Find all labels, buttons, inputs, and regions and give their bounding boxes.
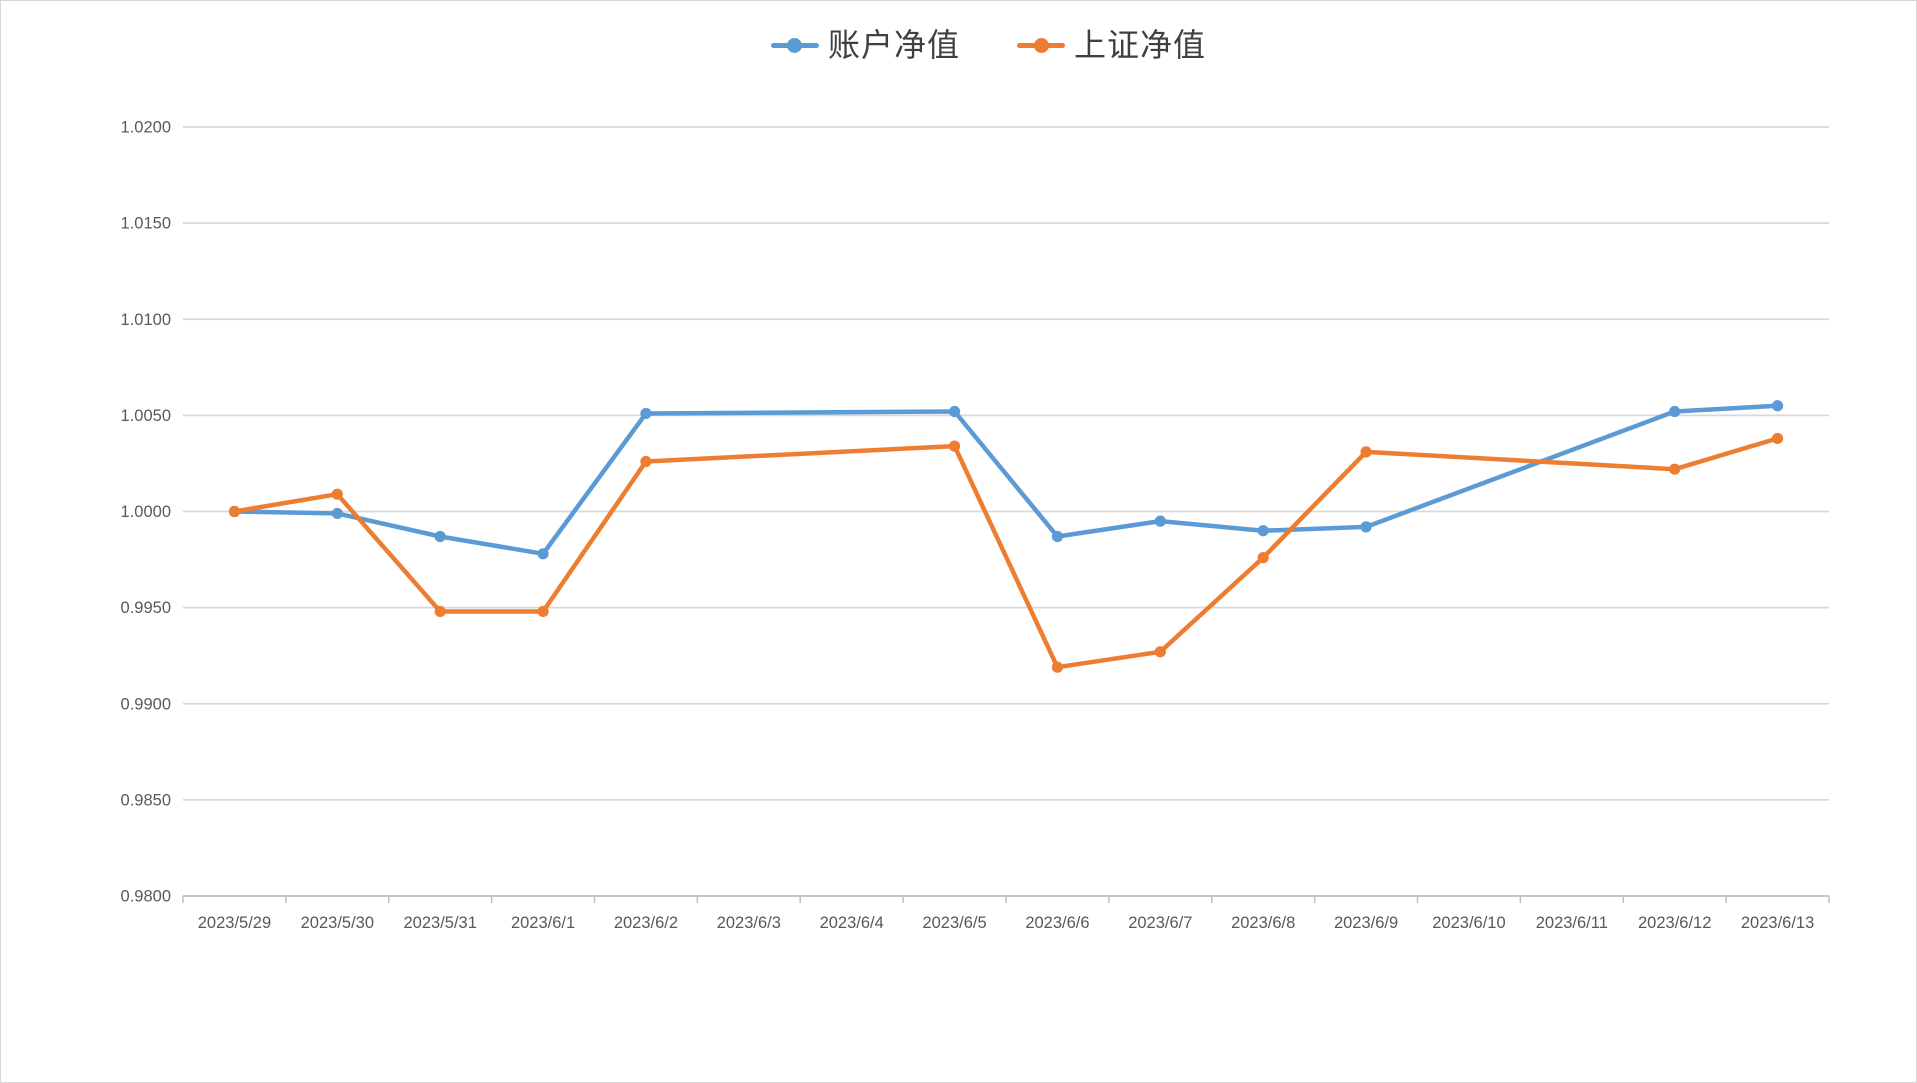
x-axis-tick-label: 2023/5/30 xyxy=(301,914,374,932)
x-axis-tick-label: 2023/6/1 xyxy=(511,914,575,932)
shanghai-net-value-point-9[interactable] xyxy=(1154,646,1166,658)
x-axis-tick-label: 2023/6/13 xyxy=(1741,914,1814,932)
x-axis-tick-label: 2023/6/11 xyxy=(1536,914,1608,932)
account-net-value-point-15[interactable] xyxy=(1771,400,1784,412)
shanghai-net-value-point-10[interactable] xyxy=(1257,552,1269,564)
account-net-value-point-11[interactable] xyxy=(1360,521,1372,533)
y-axis-tick-label: 1.0150 xyxy=(121,215,171,233)
account-net-value-point-7[interactable] xyxy=(948,405,961,418)
legend-item-account-net-value[interactable]: 账户净值 xyxy=(770,27,960,63)
shanghai-net-value-point-7[interactable] xyxy=(948,440,961,452)
shanghai-net-value-point-0[interactable] xyxy=(228,505,241,518)
y-axis-tick-label: 1.0050 xyxy=(121,407,171,425)
y-axis-tick-label: 1.0000 xyxy=(121,503,171,521)
x-axis-tick-label: 2023/6/9 xyxy=(1334,914,1398,932)
x-axis-tick-label: 2023/6/2 xyxy=(614,914,678,932)
y-axis-tick-label: 0.9800 xyxy=(121,888,171,906)
account-net-value-point-10[interactable] xyxy=(1257,525,1269,537)
y-axis-tick-label: 1.0200 xyxy=(121,119,171,137)
line-marker-icon xyxy=(1017,38,1065,54)
x-axis-tick-label: 2023/6/3 xyxy=(717,914,781,932)
legend-label-account-net-value: 账户净值 xyxy=(827,27,960,63)
y-axis-tick-label: 0.9950 xyxy=(121,599,171,617)
shanghai-net-value-point-1[interactable] xyxy=(331,488,343,500)
account-net-value-point-3[interactable] xyxy=(537,548,549,560)
shanghai-net-value-line[interactable] xyxy=(232,436,1780,670)
shanghai-net-value-point-15[interactable] xyxy=(1771,432,1784,445)
x-axis-tick-label: 2023/6/12 xyxy=(1638,914,1711,932)
y-axis-tick-label: 0.9900 xyxy=(121,695,171,713)
shanghai-net-value-point-4[interactable] xyxy=(640,455,652,468)
shanghai-net-value-point-3[interactable] xyxy=(537,605,549,618)
x-axis-tick-label: 2023/6/5 xyxy=(922,914,986,932)
account-net-value-point-2[interactable] xyxy=(434,530,446,543)
y-axis-tick-label: 1.0100 xyxy=(121,311,171,329)
x-axis-tick-label: 2023/6/6 xyxy=(1025,914,1089,932)
account-net-value-point-4[interactable] xyxy=(640,407,652,420)
account-net-value-point-9[interactable] xyxy=(1154,515,1166,527)
x-axis-tick-label: 2023/6/10 xyxy=(1432,914,1505,932)
shanghai-net-value-point-8[interactable] xyxy=(1051,661,1064,673)
x-axis-tick-label: 2023/6/8 xyxy=(1231,914,1295,932)
line-marker-icon xyxy=(770,38,819,54)
x-axis-tick-label: 2023/6/7 xyxy=(1128,914,1192,932)
account-net-value-point-14[interactable] xyxy=(1669,405,1681,418)
y-axis-tick-label: 0.9850 xyxy=(121,791,171,809)
account-net-value-point-8[interactable] xyxy=(1051,530,1064,543)
account-net-value-point-1[interactable] xyxy=(331,507,343,520)
x-axis-tick-label: 2023/5/31 xyxy=(403,914,476,932)
legend-item-shanghai-net-value[interactable]: 上证净值 xyxy=(1017,27,1207,63)
legend-label-shanghai-net-value: 上证净值 xyxy=(1074,27,1207,63)
chart-legend: 账户净值 上证净值 xyxy=(1,27,1916,63)
x-axis-tick-label: 2023/5/29 xyxy=(198,914,271,932)
shanghai-net-value-point-11[interactable] xyxy=(1360,446,1372,458)
shanghai-net-value-point-2[interactable] xyxy=(434,605,446,618)
shanghai-net-value-point-14[interactable] xyxy=(1669,463,1681,475)
x-axis-tick-label: 2023/6/4 xyxy=(820,914,884,932)
account-net-value-line[interactable] xyxy=(232,403,1780,557)
